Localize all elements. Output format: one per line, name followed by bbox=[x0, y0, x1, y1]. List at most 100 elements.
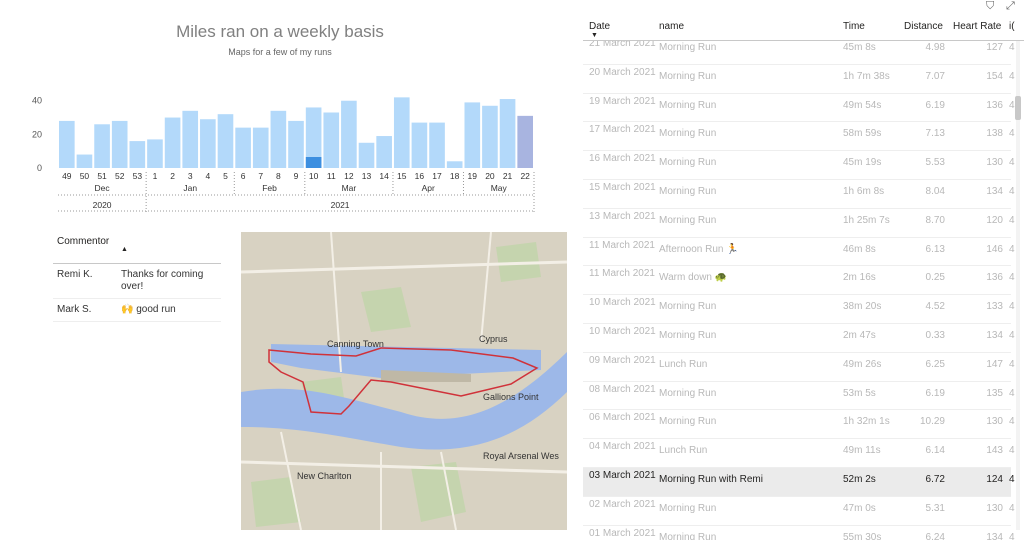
col-time-header[interactable]: Time bbox=[843, 21, 865, 32]
y-tick-label: 0 bbox=[37, 163, 42, 173]
cell-date: 15 March 2021 bbox=[589, 181, 656, 193]
table-row[interactable]: 21 March 2021 Morning Run 45m 8s 4.98 127 4 bbox=[583, 36, 1015, 65]
bar[interactable] bbox=[376, 136, 392, 168]
col-distance-header[interactable]: Distance bbox=[904, 21, 943, 32]
runs-scrollbar[interactable] bbox=[1014, 38, 1022, 530]
scrollbar-thumb[interactable] bbox=[1015, 96, 1021, 120]
commentor-header[interactable]: Commentor bbox=[57, 236, 110, 247]
bar[interactable] bbox=[147, 139, 163, 168]
bar[interactable] bbox=[482, 105, 498, 168]
table-row[interactable]: 17 March 2021 Morning Run 58m 59s 7.13 138 4 bbox=[583, 122, 1015, 152]
table-row[interactable]: 11 March 2021 Afternoon Run 🏃 46m 8s 6.13 14… bbox=[583, 238, 1015, 267]
cell-time: 49m 26s bbox=[843, 358, 882, 370]
col-extra-header[interactable]: i( bbox=[1009, 21, 1015, 32]
bar[interactable] bbox=[111, 120, 128, 168]
bar[interactable] bbox=[517, 115, 533, 168]
table-row[interactable]: 15 March 2021 Morning Run 1h 6m 8s 8.04 134 4 bbox=[583, 180, 1015, 209]
map-label-new-charlton: New Charlton bbox=[297, 471, 352, 481]
bar[interactable] bbox=[94, 124, 110, 168]
comment-author: Mark S. bbox=[57, 304, 92, 315]
cell-distance: 4.98 bbox=[925, 42, 945, 53]
bar[interactable] bbox=[446, 161, 463, 168]
cell-date: 04 March 2021 bbox=[589, 441, 656, 453]
x-tick-label: 4 bbox=[205, 171, 210, 181]
table-row[interactable]: 02 March 2021 Morning Run 47m 0s 5.31 130 4 bbox=[583, 497, 1015, 526]
cell-distance: 5.31 bbox=[925, 502, 945, 514]
bar[interactable] bbox=[182, 110, 199, 168]
cell-distance: 8.04 bbox=[925, 185, 945, 197]
x-tick-label: 21 bbox=[503, 171, 513, 181]
bar[interactable] bbox=[305, 107, 322, 168]
x-tick-label: 49 bbox=[62, 171, 72, 181]
expand-icon[interactable]: ⤢ bbox=[1006, 0, 1015, 12]
table-row[interactable]: 10 March 2021 Morning Run 38m 20s 4.52 133 4 bbox=[583, 295, 1015, 324]
run-route-map[interactable]: Canning Town Cyprus Gallions Point New C… bbox=[241, 232, 567, 530]
table-row[interactable]: 20 March 2021 Morning Run 1h 7m 38s 7.07 154… bbox=[583, 65, 1015, 94]
cell-date: 21 March 2021 bbox=[589, 38, 656, 49]
cell-time: 2m 16s bbox=[843, 272, 876, 284]
table-row[interactable]: 11 March 2021 Warm down 🐢 2m 16s 0.25 136 4 bbox=[583, 266, 1015, 296]
table-row[interactable]: 19 March 2021 Morning Run 49m 54s 6.19 136 4 bbox=[583, 94, 1015, 123]
cell-time: 2m 47s bbox=[843, 329, 876, 341]
comment-text: Thanks for coming over! bbox=[121, 269, 204, 292]
bar[interactable] bbox=[59, 120, 75, 168]
table-row[interactable]: 03 March 2021 Morning Run with Remi 52m 2s… bbox=[583, 467, 1015, 497]
cell-extra: 4 bbox=[1009, 272, 1015, 284]
bar[interactable] bbox=[252, 127, 269, 168]
x-tick-label: 8 bbox=[276, 171, 281, 181]
cell-time: 52m 2s bbox=[843, 473, 876, 485]
bar[interactable] bbox=[464, 102, 481, 168]
comment-row[interactable]: Mark S. 🙌 good run bbox=[53, 299, 221, 322]
bar[interactable] bbox=[393, 97, 410, 168]
table-row[interactable]: 13 March 2021 Morning Run 1h 25m 7s 8.70 120… bbox=[583, 209, 1015, 238]
col-heart-rate-header[interactable]: Heart Rate bbox=[953, 21, 1002, 32]
table-row[interactable]: 09 March 2021 Lunch Run 49m 26s 6.25 147 4 bbox=[583, 353, 1015, 382]
bar[interactable] bbox=[358, 142, 375, 168]
bar[interactable] bbox=[499, 99, 516, 168]
bar[interactable] bbox=[200, 119, 216, 168]
col-name-header[interactable]: name bbox=[659, 21, 685, 32]
bar[interactable] bbox=[288, 120, 304, 168]
table-row[interactable]: 01 March 2021 Morning Run 55m 30s 6.24 134 4 bbox=[583, 526, 1015, 540]
bar[interactable] bbox=[217, 114, 234, 168]
cell-name: Morning Run bbox=[659, 185, 717, 197]
cell-hr: 146 bbox=[986, 243, 1003, 255]
bar[interactable] bbox=[270, 110, 287, 168]
map-label-gallions-point: Gallions Point bbox=[483, 392, 539, 402]
cell-date: 11 March 2021 bbox=[589, 268, 655, 280]
bar[interactable] bbox=[129, 141, 146, 168]
bar[interactable] bbox=[76, 154, 93, 168]
bar[interactable] bbox=[323, 112, 340, 169]
cell-name: Morning Run bbox=[659, 70, 717, 82]
sort-down-icon[interactable]: ▼ bbox=[591, 32, 598, 39]
cell-extra: 4 bbox=[1009, 214, 1015, 226]
x-tick-label: 20 bbox=[485, 171, 495, 181]
bar[interactable] bbox=[411, 122, 428, 168]
bar[interactable] bbox=[341, 100, 357, 168]
table-row[interactable]: 04 March 2021 Lunch Run 49m 11s 6.14 143 4 bbox=[583, 439, 1015, 468]
cell-distance: 6.25 bbox=[925, 358, 945, 370]
sort-up-icon[interactable]: ▲ bbox=[121, 246, 128, 253]
cell-date: 01 March 2021 bbox=[589, 527, 656, 539]
bar[interactable] bbox=[164, 117, 181, 168]
cell-time: 1h 32m 1s bbox=[843, 416, 890, 428]
cell-hr: 130 bbox=[986, 502, 1003, 514]
month-label: Jan bbox=[183, 183, 197, 193]
table-row[interactable]: 16 March 2021 Morning Run 45m 19s 5.53 130 4 bbox=[583, 151, 1015, 180]
month-label: Mar bbox=[342, 183, 357, 193]
bar[interactable] bbox=[235, 127, 251, 168]
bar[interactable] bbox=[429, 122, 445, 168]
table-row[interactable]: 06 March 2021 Morning Run 1h 32m 1s 10.29 13… bbox=[583, 410, 1015, 440]
filter-icon[interactable]: ⛉ bbox=[986, 0, 995, 12]
cell-name: Lunch Run bbox=[659, 358, 708, 370]
x-tick-label: 12 bbox=[344, 171, 354, 181]
comment-row[interactable]: Remi K. Thanks for coming over! bbox=[53, 264, 221, 299]
cell-date: 13 March 2021 bbox=[589, 210, 656, 222]
x-tick-label: 5 bbox=[223, 171, 228, 181]
col-date-header[interactable]: Date bbox=[589, 21, 611, 32]
cell-date: 19 March 2021 bbox=[589, 95, 656, 107]
table-row[interactable]: 10 March 2021 Morning Run 2m 47s 0.33 134 4 bbox=[583, 324, 1015, 353]
x-tick-label: 52 bbox=[115, 171, 125, 181]
table-row[interactable]: 08 March 2021 Morning Run 53m 5s 6.19 135 4 bbox=[583, 382, 1015, 411]
